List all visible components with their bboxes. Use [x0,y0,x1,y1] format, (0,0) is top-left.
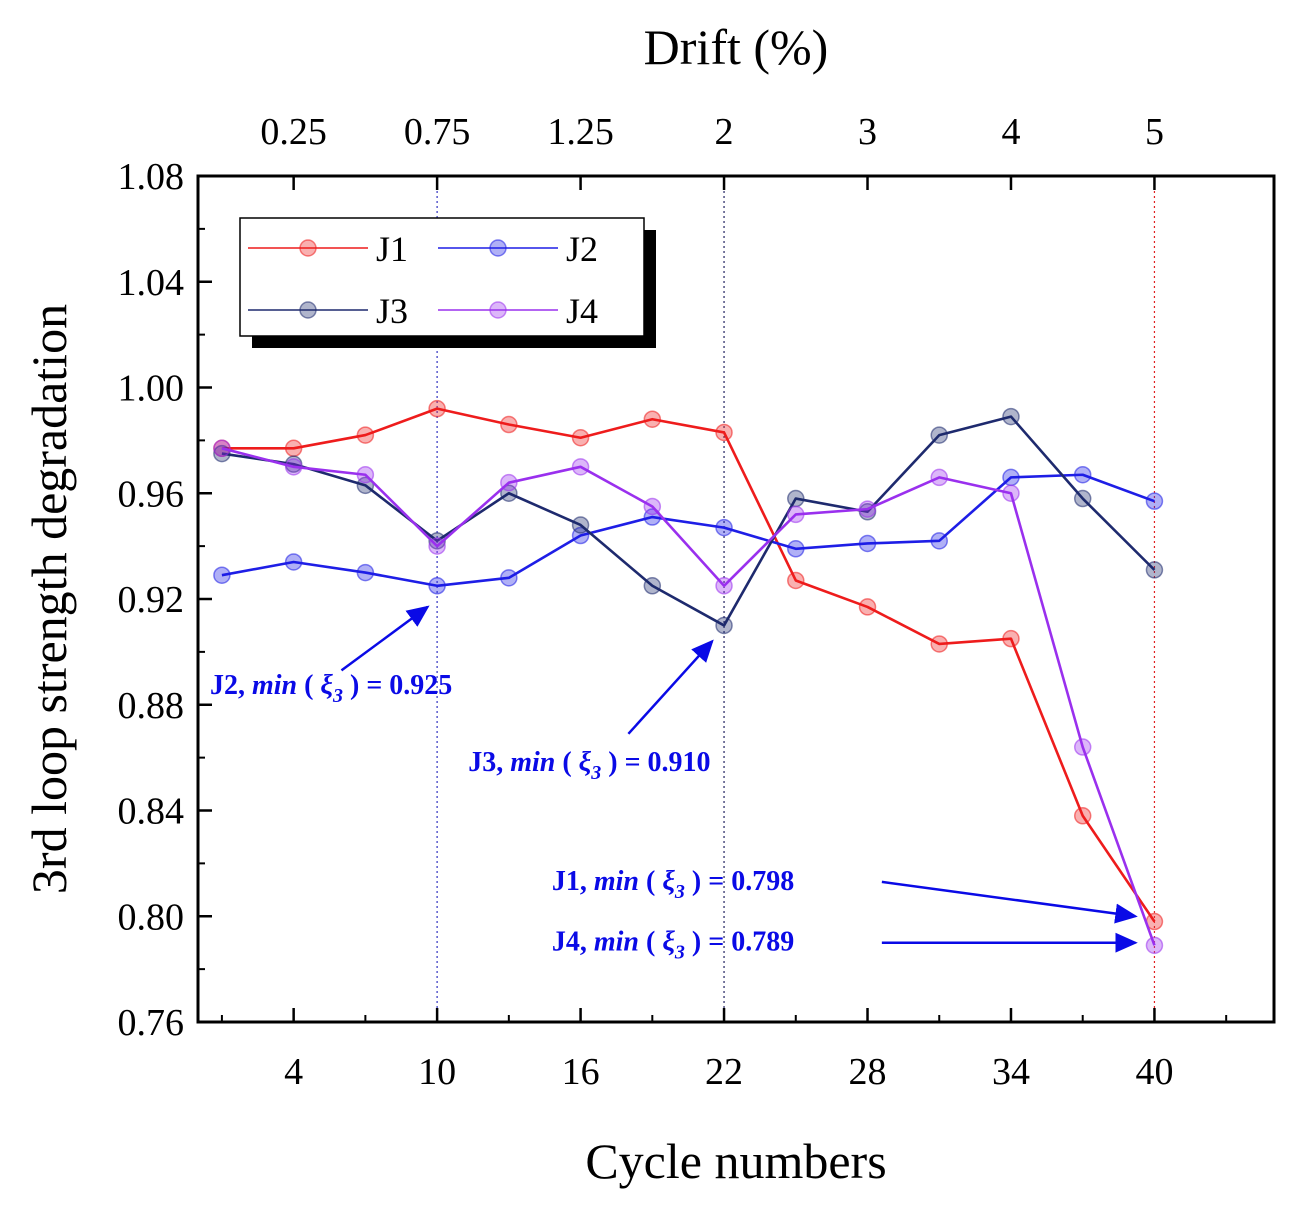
annotations: J2, min ( ξ3 ) = 0.925 J3, min ( ξ3 ) = 0… [210,605,1138,964]
x-tick-label-22: 22 [705,1051,743,1093]
data-point-j4-40 [1145,936,1164,955]
y-tick-label-0.92: 0.92 [118,579,185,621]
legend-label-j1: J1 [376,229,408,269]
data-point-j2-1 [213,566,231,584]
annotation-arrow-j2 [340,605,430,672]
top-tick-label-5: 5 [1145,111,1164,153]
top-tick-label-1.25: 1.25 [547,111,614,153]
series-line-j2 [221,473,1155,588]
data-point-j1-34 [1002,629,1020,648]
data-point-j3-40 [1145,561,1164,579]
legend-box [239,217,645,337]
data-point-j1-13 [500,415,518,434]
data-point-j4-4 [284,458,303,476]
data-point-j2-4 [284,553,303,571]
annotation-j2: J2, min ( ξ3 ) = 0.925 [210,670,452,707]
data-point-j2-40 [1145,492,1164,510]
x-tick-label-40: 40 [1135,1051,1173,1093]
top-tick-label-4: 4 [1001,111,1020,153]
data-point-j2-34 [1002,468,1020,487]
axis-ticks [198,174,1228,1024]
annotation-arrow-j3 [627,639,714,735]
y-tick-label-1.04: 1.04 [118,262,185,304]
data-point-j1-4 [284,439,303,458]
data-point-j1-31 [930,635,948,653]
top-tick-label-0.75: 0.75 [404,111,471,153]
data-point-j4-16 [571,458,590,476]
y-tick-label-0.76: 0.76 [118,1002,185,1044]
data-point-j1-19 [643,410,662,428]
series-layer [213,399,1164,955]
data-point-j2-7 [356,563,375,582]
data-point-j4-37 [1073,738,1092,756]
data-point-j3-10 [428,532,446,550]
data-point-j3-19 [643,577,662,595]
data-point-j3-31 [930,426,948,444]
data-point-j2-10 [428,577,446,595]
data-point-j3-25 [787,489,805,508]
data-point-j1-16 [571,428,590,447]
series-line-j1 [221,407,1156,923]
series-line-j4 [221,447,1156,946]
data-point-j2-22 [715,518,733,537]
top-tick-label-0.25: 0.25 [260,111,327,153]
annotation-j3: J3, min ( ξ3 ) = 0.910 [468,747,710,784]
series-line-j3 [221,415,1156,627]
x-tick-label-16: 16 [562,1051,600,1093]
legend-marker-j4 [489,301,507,319]
data-point-j4-7 [356,465,375,484]
data-point-j3-34 [1002,407,1020,426]
data-point-j3-22 [715,616,733,635]
top-axis-title: Drift (%) [644,19,829,75]
legend: J1 J2 J3 J4 [239,217,656,348]
x-tick-label-4: 4 [284,1051,303,1093]
data-point-j4-31 [930,468,948,487]
data-point-j4-34 [1002,484,1020,502]
top-tick-label-3: 3 [858,111,877,153]
legend-marker-j1 [299,239,317,257]
data-point-j2-37 [1073,465,1092,484]
y-tick-label-1: 1.00 [118,368,185,410]
data-point-j2-28 [858,534,877,553]
y-tick-label-0.88: 0.88 [118,685,185,727]
data-point-j3-37 [1073,489,1092,508]
data-point-j2-13 [500,569,518,587]
legend-label-j3: J3 [376,291,408,331]
data-point-j4-22 [715,577,733,595]
legend-label-j4: J4 [566,291,598,331]
data-point-j1-22 [715,423,733,442]
annotation-j4: J4, min ( ξ3 ) = 0.789 [552,927,794,964]
x-tick-label-28: 28 [849,1051,887,1093]
y-tick-label-0.8: 0.80 [118,896,185,938]
legend-marker-j3 [299,301,317,319]
data-point-j1-28 [858,598,877,616]
y-axis-title: 3rd loop strength degradation [21,304,77,894]
x-tick-label-34: 34 [992,1051,1030,1093]
data-point-j3-16 [571,516,590,534]
top-tick-label-2: 2 [715,111,734,153]
y-tick-label-1.08: 1.08 [118,156,185,198]
data-point-j4-10 [428,537,446,555]
data-point-j4-28 [858,500,877,518]
legend-marker-j2 [489,239,507,257]
y-tick-label-0.84: 0.84 [118,791,185,833]
axis-tick-labels: 4 10 16 22 28 34 400.760.800.840.880.920.961.0… [118,111,1174,1093]
data-point-j2-31 [930,532,948,550]
annotation-j1: J1, min ( ξ3 ) = 0.798 [552,866,794,903]
data-point-j1-25 [787,571,805,590]
x-tick-label-10: 10 [418,1051,456,1093]
data-point-j4-13 [500,473,518,492]
annotation-arrow-j1 [881,880,1138,924]
legend-label-j2: J2 [566,229,598,269]
y-tick-label-0.96: 0.96 [118,473,185,515]
x-axis-title: Cycle numbers [585,1133,886,1189]
data-point-j1-7 [356,426,375,444]
data-point-j1-10 [428,399,446,418]
data-point-j4-25 [787,505,805,524]
data-point-j1-37 [1073,807,1092,825]
data-point-j2-25 [787,540,805,558]
data-point-j4-19 [643,497,662,516]
data-point-j4-1 [213,439,231,458]
